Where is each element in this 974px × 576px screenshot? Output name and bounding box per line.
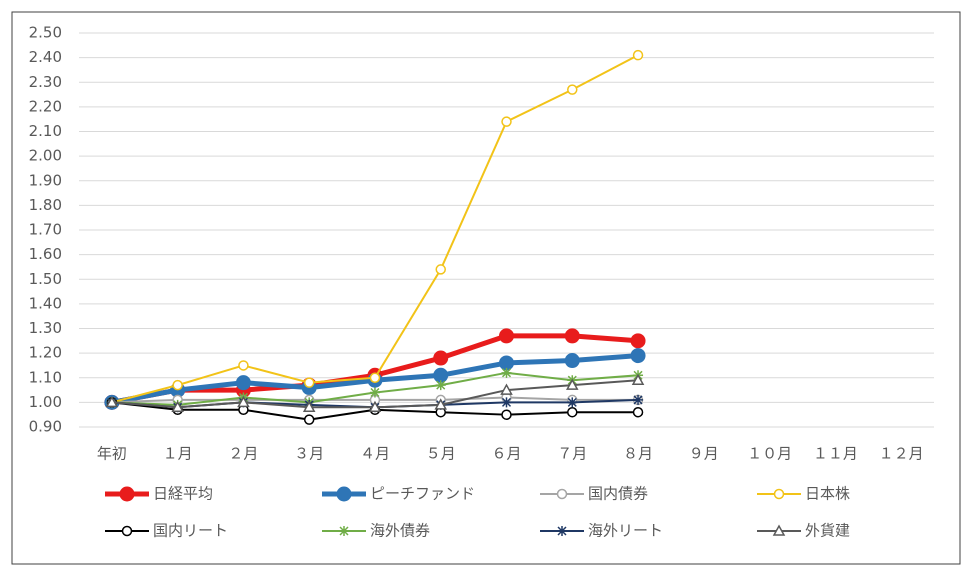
data-point [631,373,645,385]
y-tick-label: 0.90 [29,418,62,436]
data-point [500,383,513,395]
legend-marker [772,524,786,536]
data-point [435,264,446,275]
x-tick-label: ７月 [557,445,587,463]
data-point [567,397,578,408]
y-tick-label: 2.20 [29,97,62,115]
data-point [302,400,316,413]
legend-marker [119,486,135,502]
data-point [171,400,184,413]
legend-label: 国内債券 [588,485,648,503]
data-point [501,116,512,127]
data-point [237,395,250,408]
y-tick-label: 2.30 [29,73,62,91]
legend-marker [773,488,785,500]
legend-label: 海外債券 [370,522,430,540]
y-tick-label: 1.50 [29,270,62,288]
data-point [435,380,446,391]
x-tick-label: ２月 [228,445,258,463]
data-point [564,353,580,369]
y-tick-label: 1.90 [29,171,62,189]
data-point [632,406,644,418]
data-point [433,350,449,366]
legend-label: 海外リート [588,522,663,540]
x-tick-label: ３月 [294,445,324,463]
data-point [105,395,119,408]
data-point [238,360,249,371]
y-tick-label: 1.30 [29,319,62,337]
data-point [630,348,646,364]
data-point [564,328,580,344]
legend-label: 日経平均 [153,485,213,503]
data-point [303,377,315,388]
x-tick-label: １２月 [879,445,924,463]
legend-marker [556,488,568,500]
legend-marker [121,525,133,537]
data-point [567,406,578,418]
data-point [368,400,382,413]
x-tick-label: 年初 [97,445,127,463]
legend-label: ピーチファンド [370,485,475,503]
y-tick-label: 1.20 [29,344,62,362]
y-tick-label: 2.50 [29,24,62,42]
y-tick-label: 1.40 [29,294,62,312]
legend-marker [557,526,567,536]
x-tick-label: ８月 [623,445,653,463]
y-tick-label: 2.10 [29,122,62,140]
data-point [630,333,646,349]
x-tick-label: ４月 [360,445,390,463]
y-tick-label: 1.00 [29,393,62,411]
data-point [633,394,644,405]
y-tick-label: 2.40 [29,48,62,66]
y-tick-label: 1.60 [29,245,62,263]
y-tick-label: 1.80 [29,196,62,214]
data-point [567,84,578,95]
data-point [501,409,512,420]
x-tick-label: ５月 [426,445,456,463]
x-tick-label: ９月 [689,445,719,463]
chart-border [11,11,961,565]
x-tick-label: １月 [163,445,193,463]
x-tick-label: １１月 [813,445,858,463]
data-point [172,379,183,391]
data-point [369,387,380,398]
x-tick-label: ６月 [491,445,521,463]
legend-label: 外貨建 [805,522,850,540]
data-point [632,49,644,61]
data-point [499,328,514,344]
y-tick-label: 1.10 [29,368,62,386]
data-point [501,397,512,408]
legend-marker [339,526,349,536]
y-tick-label: 2.00 [29,147,62,165]
legend-label: 国内リート [153,522,228,540]
data-point [303,414,315,425]
data-point [501,367,512,378]
data-point [434,398,448,410]
data-point [565,378,579,390]
legend-label: 日本株 [805,485,850,503]
y-tick-label: 1.70 [29,221,62,239]
x-tick-label: １０月 [747,445,792,463]
legend-marker [336,486,352,502]
data-point [235,375,251,391]
data-point [369,372,381,383]
